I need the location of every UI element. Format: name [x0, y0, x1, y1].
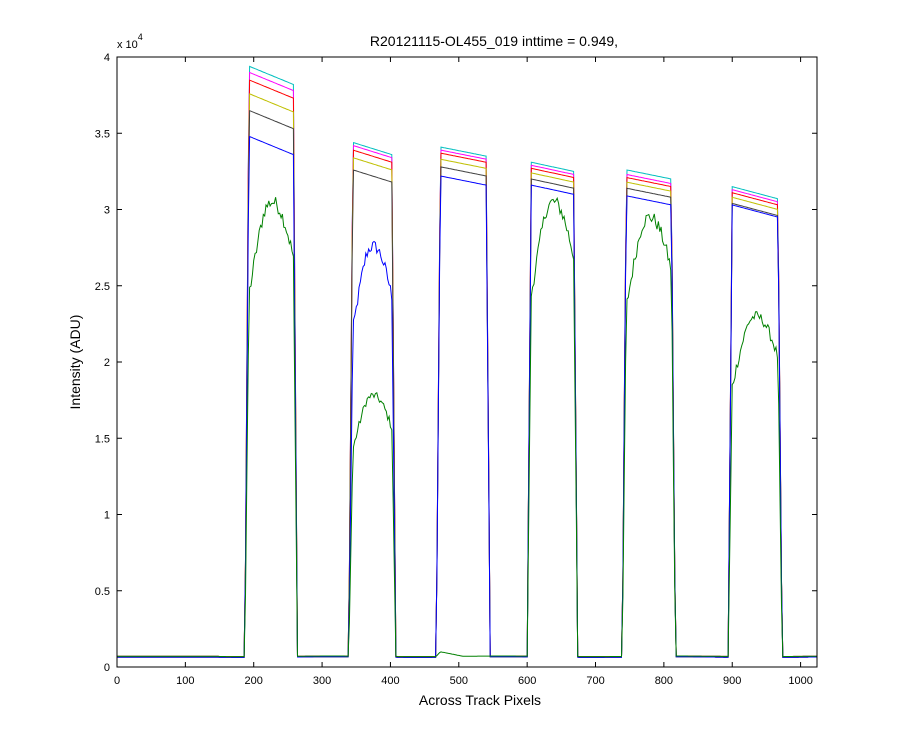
y-tick-label: 0.5 — [95, 586, 110, 598]
x-tick-label: 500 — [450, 675, 468, 687]
series-line — [117, 196, 817, 658]
y-exponent-label: x 104 — [117, 32, 143, 51]
x-tick-label: 0 — [114, 675, 120, 687]
x-axis-title: Across Track Pixels — [419, 692, 541, 708]
series-layer — [117, 65, 817, 658]
x-tick-label: 100 — [176, 675, 194, 687]
x-tick-label: 1000 — [788, 675, 812, 687]
y-exponent-power: 4 — [138, 32, 143, 42]
x-tick-label: 400 — [381, 675, 399, 687]
y-axis-title: Intensity (ADU) — [67, 315, 83, 410]
y-tick-label: 0 — [104, 662, 110, 674]
x-tick-label: 700 — [586, 675, 604, 687]
x-tick-label: 800 — [655, 675, 673, 687]
x-tick-label: 600 — [518, 675, 536, 687]
y-tick-label: 1.5 — [95, 433, 110, 445]
series-line — [117, 135, 817, 658]
y-tick-label: 3 — [104, 205, 110, 217]
x-axis: 0 100 200 300 400 500 600 700 800 900 1000 — [114, 57, 813, 687]
y-tick-label: 2 — [104, 357, 110, 369]
plot-area — [117, 57, 817, 667]
x-tick-label: 300 — [313, 675, 331, 687]
chart-title: R20121115-OL455_019 inttime = 0.949, — [370, 33, 618, 49]
y-axis: 0 0.5 1 1.5 2 2.5 3 3.5 4 — [95, 52, 817, 674]
y-tick-label: 4 — [104, 52, 110, 64]
y-tick-label: 2.5 — [95, 281, 110, 293]
y-tick-label: 1 — [104, 510, 110, 522]
x-tick-label: 900 — [723, 675, 741, 687]
y-exponent-base: x 10 — [117, 39, 138, 51]
y-tick-label: 3.5 — [95, 128, 110, 140]
x-tick-label: 200 — [245, 675, 263, 687]
